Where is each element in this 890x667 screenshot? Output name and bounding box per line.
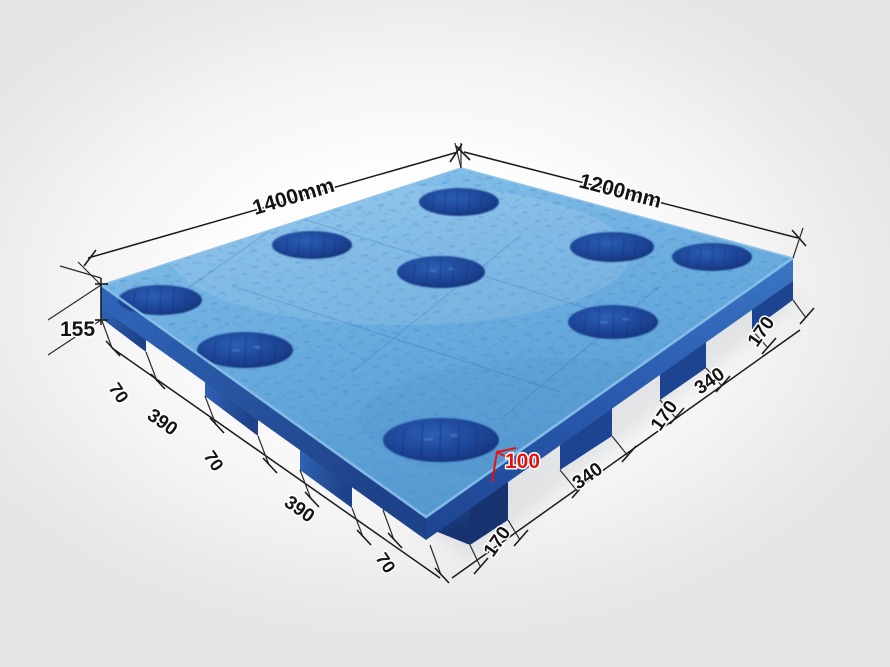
recess-front-right (672, 243, 752, 271)
dimension-right-chain (451, 299, 815, 579)
label-left-390-b: 390 (280, 492, 318, 527)
callout-100 (491, 447, 525, 483)
label-right-170-b: 170 (647, 397, 682, 435)
label-100: 100 (505, 450, 540, 473)
dimension-left-chain (100, 317, 450, 584)
label-left-390-a: 390 (143, 405, 181, 440)
recess-front-center (383, 418, 499, 462)
recess-mid-left (197, 332, 293, 368)
recess-mid-right (568, 305, 658, 339)
label-1400mm: 1400mm (250, 174, 337, 220)
label-right-340-b: 340 (691, 364, 729, 399)
label-right-170-c: 170 (744, 313, 779, 351)
deck-recesses (118, 188, 752, 462)
pallet-skirt (101, 258, 793, 540)
label-left-70-b: 70 (200, 447, 228, 475)
recess-mid-center (397, 256, 485, 288)
label-left-70-c: 70 (372, 549, 400, 577)
label-right-340-a: 340 (569, 459, 607, 494)
recess-front-left (118, 285, 202, 315)
recess-back-center (419, 188, 499, 216)
dimension-155-height (47, 265, 108, 356)
dimension-1400mm (77, 142, 463, 286)
recess-back-right (570, 232, 654, 262)
label-155: 155 (60, 318, 95, 341)
dimension-1200mm (455, 143, 807, 259)
recess-back-left (272, 231, 352, 259)
label-1200mm: 1200mm (577, 170, 664, 213)
deck-rim (100, 167, 794, 519)
label-left-70-a: 70 (105, 379, 133, 407)
